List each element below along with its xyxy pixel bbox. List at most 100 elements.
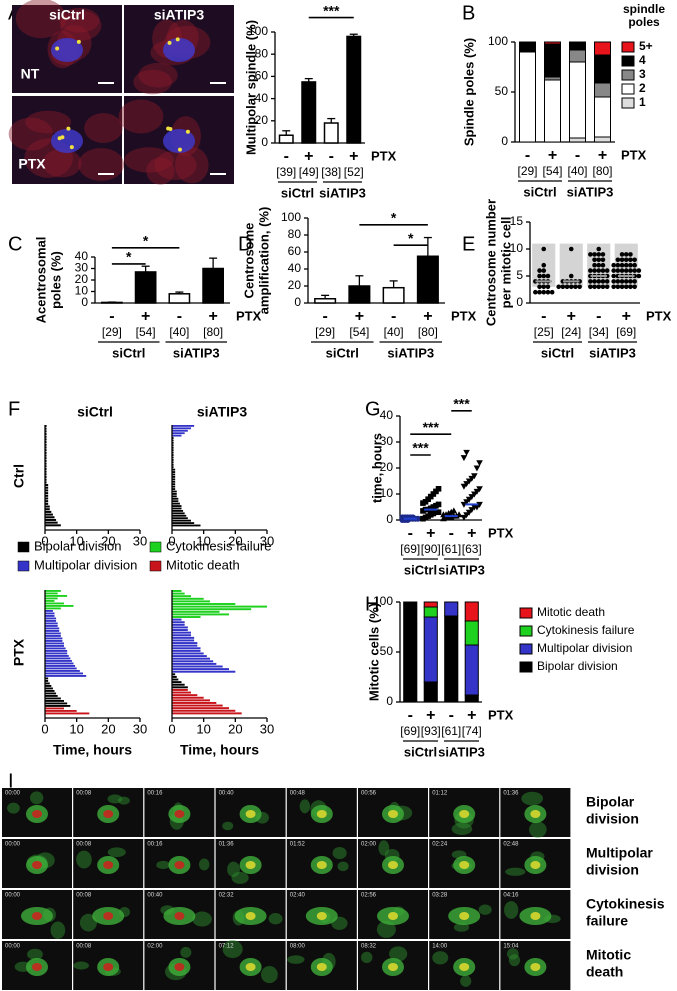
- data-point: [628, 257, 633, 263]
- y-tick-label: 100: [373, 594, 393, 608]
- x-tick-label: 0: [41, 533, 48, 548]
- significance-label: *: [143, 233, 149, 249]
- x-tick-label: -: [449, 525, 454, 542]
- duration-bar: [45, 595, 68, 597]
- treatment-label: PTX: [646, 308, 672, 323]
- x-tick-label: 30: [260, 533, 274, 548]
- duration-bar: [45, 459, 47, 462]
- duration-bar: [172, 608, 252, 611]
- y-tick-label: 100: [248, 24, 268, 38]
- duration-bar: [172, 605, 267, 608]
- y-tick-label: 20: [255, 113, 269, 127]
- data-point: [619, 279, 625, 284]
- cell-stain: [124, 147, 174, 173]
- y-tick-label: 0: [501, 134, 508, 148]
- data-point: [588, 284, 593, 290]
- group-label: siCtrl: [523, 184, 556, 199]
- chromatin-stain: [459, 810, 470, 818]
- chromatin-stain: [103, 963, 114, 971]
- duration-bar: [45, 518, 57, 521]
- shaded-range: [559, 243, 583, 287]
- bar-segment: [569, 137, 586, 143]
- duration-bar: [172, 704, 223, 707]
- data-point: [604, 279, 610, 284]
- duration-bar: [45, 449, 47, 452]
- bar-segment: [403, 601, 418, 703]
- duration-bar: [172, 696, 204, 699]
- cell-stain: [84, 113, 123, 144]
- duration-bar: [172, 476, 176, 478]
- bar-segment: [464, 694, 479, 703]
- cell-stain: [42, 148, 82, 178]
- dna-stain: [51, 38, 83, 62]
- data-point: [632, 273, 637, 279]
- duration-bar: [45, 600, 55, 602]
- cell-stain: [50, 921, 66, 939]
- cell-stain: [175, 146, 209, 184]
- duration-bar: [172, 701, 217, 704]
- x-tick-label: -: [109, 308, 114, 325]
- cell-stain: [180, 946, 192, 958]
- chromatin-stain: [316, 963, 327, 971]
- y-tick-label: 40: [255, 91, 269, 105]
- duration-bar: [172, 514, 187, 517]
- data-point: [623, 257, 629, 263]
- bar: [323, 122, 339, 144]
- duration-bar: [45, 505, 50, 508]
- bar: [168, 293, 191, 304]
- duration-bar: [172, 616, 201, 618]
- duration-bar: [172, 449, 174, 452]
- duration-bar: [172, 488, 176, 490]
- data-point: [592, 257, 597, 263]
- duration-bar: [45, 454, 47, 457]
- legend-label: Bipolar division: [34, 538, 121, 553]
- bar-segment: [444, 601, 459, 617]
- bar-segment: [594, 54, 611, 84]
- data-point: [596, 279, 602, 284]
- duration-bar: [45, 465, 47, 468]
- timestamp: 02:48: [503, 842, 519, 848]
- significance-label: ***: [423, 419, 440, 435]
- cell-stain: [337, 861, 349, 872]
- data-point: [596, 268, 602, 273]
- data-point: [545, 284, 551, 290]
- count-label: [69]: [400, 542, 420, 556]
- duration-bar: [172, 649, 201, 652]
- data-point: [541, 289, 547, 295]
- duration-bar: [172, 519, 191, 522]
- duration-bar: [172, 451, 174, 454]
- cell-stain: [76, 850, 92, 869]
- chromatin-stain: [32, 963, 42, 971]
- chromatin-stain: [530, 912, 541, 920]
- data-point: [560, 284, 566, 290]
- duration-bar: [172, 485, 176, 488]
- y-tick-label: 80: [255, 46, 269, 60]
- duration-bar: [45, 677, 49, 680]
- bar: [134, 271, 157, 304]
- chromatin-stain: [316, 861, 327, 869]
- timestamp: 00:48: [290, 791, 306, 797]
- duration-bar: [172, 590, 182, 592]
- spindle-pole: [175, 37, 180, 42]
- duration-bar: [45, 481, 47, 484]
- legend-swatch: [519, 607, 533, 619]
- x-axis-label: Time, hours: [53, 742, 132, 758]
- cell-stain: [360, 951, 373, 963]
- duration-bar: [172, 683, 185, 686]
- duration-bar: [172, 437, 174, 439]
- x-tick-label: -: [575, 147, 580, 164]
- cell-stain: [154, 150, 197, 181]
- duration-bar: [45, 650, 68, 652]
- chromatin-stain: [245, 810, 256, 818]
- timestamp: 00:00: [5, 944, 21, 950]
- duration-bar: [172, 495, 177, 498]
- data-point: [619, 252, 625, 257]
- bar-segment: [519, 41, 536, 53]
- cell-stain: [287, 955, 305, 964]
- row-label: division: [586, 862, 639, 878]
- data-point: [619, 284, 625, 290]
- duration-bar: [172, 461, 174, 464]
- timestamp: 02:32: [219, 893, 235, 899]
- x-tick-label: -: [596, 308, 601, 325]
- data-point: [596, 246, 602, 252]
